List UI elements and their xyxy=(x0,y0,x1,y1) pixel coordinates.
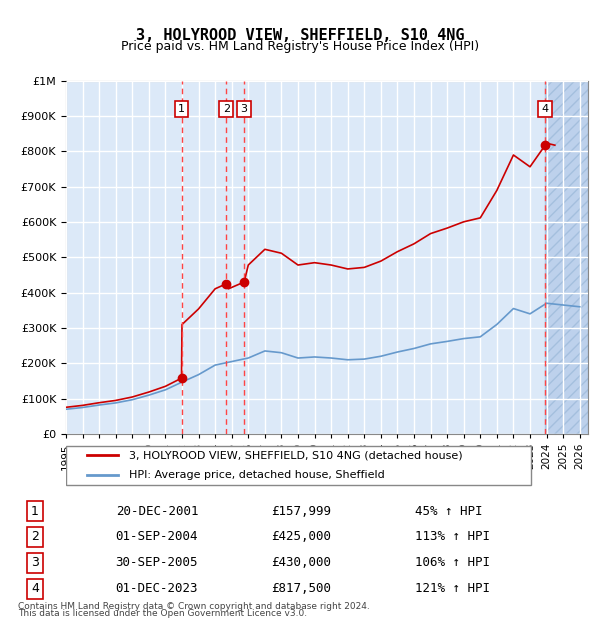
Text: 3, HOLYROOD VIEW, SHEFFIELD, S10 4NG (detached house): 3, HOLYROOD VIEW, SHEFFIELD, S10 4NG (de… xyxy=(128,451,462,461)
Text: This data is licensed under the Open Government Licence v3.0.: This data is licensed under the Open Gov… xyxy=(18,609,307,618)
Text: £430,000: £430,000 xyxy=(271,556,331,569)
Text: £817,500: £817,500 xyxy=(271,582,331,595)
Text: 01-DEC-2023: 01-DEC-2023 xyxy=(116,582,198,595)
Text: 106% ↑ HPI: 106% ↑ HPI xyxy=(415,556,490,569)
Text: 01-SEP-2004: 01-SEP-2004 xyxy=(116,531,198,543)
Text: 1: 1 xyxy=(31,505,39,518)
Text: £425,000: £425,000 xyxy=(271,531,331,543)
Text: Price paid vs. HM Land Registry's House Price Index (HPI): Price paid vs. HM Land Registry's House … xyxy=(121,40,479,53)
Text: £157,999: £157,999 xyxy=(271,505,331,518)
Text: 121% ↑ HPI: 121% ↑ HPI xyxy=(415,582,490,595)
Text: 4: 4 xyxy=(31,582,39,595)
Text: Contains HM Land Registry data © Crown copyright and database right 2024.: Contains HM Land Registry data © Crown c… xyxy=(18,602,370,611)
Text: 2: 2 xyxy=(223,104,230,114)
Text: 30-SEP-2005: 30-SEP-2005 xyxy=(116,556,198,569)
Bar xyxy=(545,81,588,434)
Text: 113% ↑ HPI: 113% ↑ HPI xyxy=(415,531,490,543)
Text: 4: 4 xyxy=(542,104,549,114)
Text: 45% ↑ HPI: 45% ↑ HPI xyxy=(415,505,482,518)
Text: 20-DEC-2001: 20-DEC-2001 xyxy=(116,505,198,518)
Text: 2: 2 xyxy=(31,531,39,543)
Text: HPI: Average price, detached house, Sheffield: HPI: Average price, detached house, Shef… xyxy=(128,469,385,479)
Text: 3: 3 xyxy=(241,104,248,114)
FancyBboxPatch shape xyxy=(66,446,530,485)
Text: 3, HOLYROOD VIEW, SHEFFIELD, S10 4NG: 3, HOLYROOD VIEW, SHEFFIELD, S10 4NG xyxy=(136,28,464,43)
Text: 3: 3 xyxy=(31,556,39,569)
Text: 1: 1 xyxy=(178,104,185,114)
